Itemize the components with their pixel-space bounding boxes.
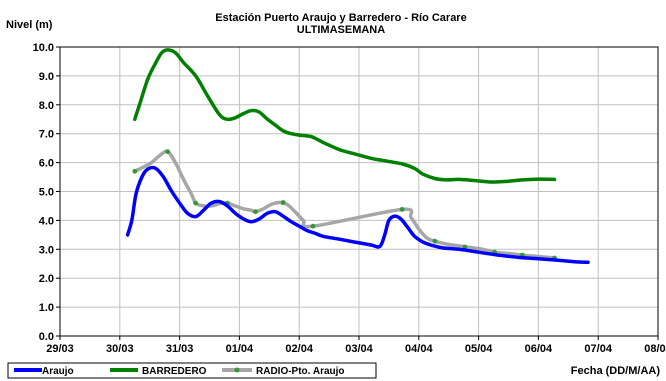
x-tick-label: 02/04 [285,343,313,355]
series-point-radio-pto-araujo [193,200,199,206]
series-point-radio-pto-araujo [310,223,316,229]
x-tick-label: 31/03 [166,343,194,355]
y-tick-label: 5.0 [39,187,54,199]
y-tick-label: 6.0 [39,158,54,170]
legend-marker-radio [234,367,240,373]
x-tick-label: 03/04 [345,343,373,355]
series-point-radio-pto-araujo [280,200,286,205]
chart-subtitle: ULTIMASEMANA [297,24,385,36]
x-tick-label: 30/03 [106,343,134,355]
series-point-radio-pto-araujo [253,209,258,215]
y-tick-label: 0.0 [39,331,54,343]
x-tick-label: 06/04 [525,343,553,355]
y-tick-label: 4.0 [39,215,54,227]
y-tick-label: 10.0 [33,42,54,54]
legend: Araujo BARREDERO RADIO-Pto. Araujo [7,362,377,379]
legend-box [7,362,377,379]
x-axis: 29/03 30/03 31/03 01/04 02/04 03/04 04/04 05/04… [46,336,666,355]
series-point-radio-pto-araujo [432,238,438,244]
series-layer [125,48,590,265]
series-line-barredero [133,48,557,184]
x-tick-label: 05/04 [465,343,493,355]
y-tick-label: 2.0 [39,273,54,285]
series-point-radio-pto-araujo [165,149,171,155]
x-tick-label: 01/04 [226,343,254,355]
x-axis-label: Fecha (DD/M/AA) [571,365,661,377]
grid [60,47,658,336]
series-point-radio-pto-araujo [132,168,138,174]
series-point-radio-pto-araujo [399,207,405,212]
legend-label-araujo: Araujo [42,366,74,377]
x-tick-label: 07/04 [584,343,612,355]
y-tick-label: 7.0 [39,129,54,141]
y-tick-label: 1.0 [39,302,54,314]
y-tick-label: 9.0 [39,71,54,83]
y-axis-label: Nivel (m) [6,19,53,31]
y-axis: 0.0 1.0 2.0 3.0 4.0 5.0 6.0 7.0 8.0 9.0 10.0 [33,42,60,343]
series-line-araujo [125,165,590,265]
x-tick-label: 29/03 [46,343,74,355]
x-tick-label: 04/04 [405,343,433,355]
y-tick-label: 3.0 [39,244,54,256]
legend-label-barredero: BARREDERO [142,366,207,377]
y-tick-label: 8.0 [39,100,54,112]
x-tick-label: 08/04 [644,343,666,355]
legend-label-radio: RADIO-Pto. Araujo [256,366,345,377]
chart-title: Estación Puerto Araujo y Barredero - Río… [215,12,466,24]
